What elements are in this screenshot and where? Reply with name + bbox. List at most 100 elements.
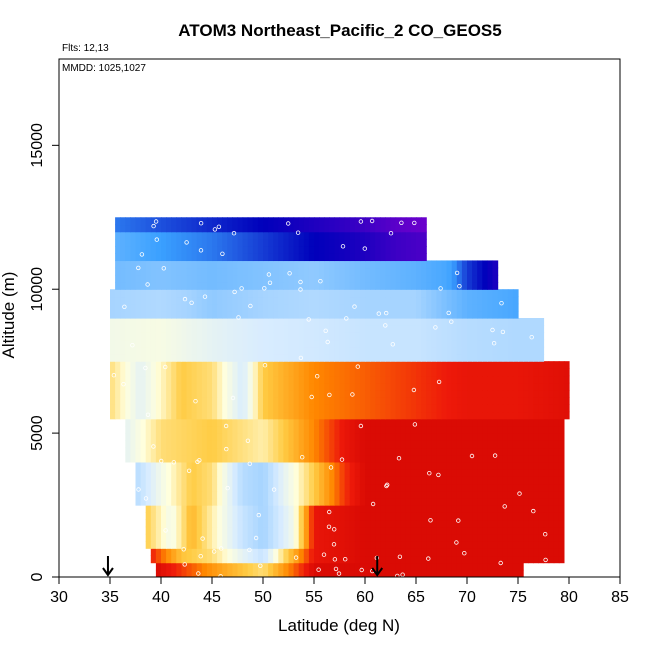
- heatmap-cell: [252, 526, 259, 535]
- heatmap-cell: [487, 274, 494, 283]
- heatmap-cell: [538, 519, 545, 528]
- heatmap-cell: [395, 548, 402, 557]
- heatmap-cell: [400, 548, 407, 557]
- sample-point: [154, 237, 159, 242]
- heatmap-cell: [344, 353, 351, 362]
- heatmap-cell: [288, 454, 295, 463]
- heatmap-cell: [553, 519, 560, 528]
- heatmap-cell: [257, 375, 264, 384]
- heatmap-cell: [227, 289, 233, 298]
- heatmap-cell: [426, 425, 432, 434]
- heatmap-cell: [237, 246, 244, 254]
- heatmap-cell: [303, 368, 310, 377]
- heatmap-cell: [130, 411, 137, 420]
- x-axis-label: Latitude (deg N): [278, 616, 400, 635]
- heatmap-cell: [461, 440, 468, 449]
- heatmap-cell: [390, 310, 397, 319]
- heatmap-cell: [416, 361, 422, 369]
- heatmap-cell: [206, 267, 213, 276]
- heatmap-cell: [268, 238, 274, 247]
- heatmap-cell: [436, 353, 443, 362]
- heatmap-cell: [400, 289, 407, 298]
- heatmap-cell: [273, 447, 279, 456]
- heatmap-cell: [349, 548, 356, 557]
- sample-point: [245, 438, 251, 443]
- heatmap-cell: [145, 224, 152, 233]
- heatmap-cell: [553, 505, 560, 513]
- heatmap-cell: [298, 433, 305, 441]
- heatmap-cell: [217, 375, 223, 384]
- heatmap-cell: [242, 389, 249, 398]
- heatmap-cell: [354, 267, 361, 276]
- heatmap-cell: [543, 389, 550, 398]
- heatmap-cell: [186, 519, 193, 528]
- heatmap-cell: [293, 296, 300, 305]
- heatmap-cell: [512, 332, 519, 341]
- heatmap-cell: [365, 541, 371, 549]
- heatmap-cell: [523, 325, 529, 333]
- heatmap-cell: [512, 519, 519, 528]
- heatmap-cell: [308, 246, 315, 254]
- heatmap-cell: [308, 318, 315, 326]
- heatmap-cell: [191, 526, 198, 535]
- heatmap-cell: [201, 533, 208, 542]
- heatmap-cell: [257, 512, 264, 521]
- heatmap-cell: [426, 296, 432, 305]
- heatmap-cell: [528, 389, 534, 398]
- heatmap-cell: [283, 282, 290, 290]
- x-tick-label: 85: [611, 589, 629, 606]
- heatmap-cell: [405, 296, 412, 305]
- heatmap-cell: [263, 224, 269, 233]
- heatmap-cell: [385, 217, 392, 226]
- heatmap-cell: [416, 505, 422, 513]
- heatmap-cell: [115, 404, 121, 413]
- sample-point: [247, 547, 252, 553]
- heatmap-cell: [329, 526, 335, 535]
- heatmap-cell: [329, 346, 335, 355]
- heatmap-cell: [400, 382, 407, 391]
- heatmap-cell: [278, 447, 284, 456]
- heatmap-cell: [242, 569, 249, 577]
- heatmap-cell: [293, 389, 300, 398]
- heatmap-cell: [206, 217, 213, 226]
- heatmap-cell: [196, 375, 203, 384]
- heatmap-cell: [528, 440, 534, 449]
- heatmap-cell: [201, 238, 208, 247]
- heatmap-cell: [212, 303, 218, 312]
- heatmap-cell: [237, 397, 244, 405]
- heatmap-cell: [242, 440, 249, 449]
- heatmap-cell: [191, 512, 198, 521]
- heatmap-cell: [201, 303, 208, 312]
- heatmap-cell: [482, 375, 488, 384]
- heatmap-cell: [375, 505, 381, 513]
- heatmap-cell: [125, 282, 131, 290]
- heatmap-cell: [354, 217, 361, 226]
- heatmap-cell: [263, 519, 269, 528]
- heatmap-cell: [140, 296, 147, 305]
- heatmap-cell: [339, 246, 346, 254]
- heatmap-cell: [237, 231, 244, 240]
- heatmap-cell: [161, 476, 167, 485]
- heatmap-cell: [380, 526, 386, 535]
- heatmap-cell: [467, 541, 473, 549]
- heatmap-cell: [155, 440, 162, 449]
- heatmap-cell: [247, 505, 254, 513]
- heatmap-cell: [492, 289, 499, 298]
- heatmap-cell: [161, 253, 167, 262]
- heatmap-cell: [334, 325, 341, 333]
- heatmap-cell: [319, 454, 325, 463]
- heatmap-cell: [446, 490, 453, 499]
- heatmap-cell: [115, 260, 121, 269]
- heatmap-cell: [477, 411, 483, 420]
- heatmap-cell: [145, 440, 152, 449]
- heatmap-cell: [206, 325, 213, 333]
- heatmap-cell: [247, 533, 254, 542]
- heatmap-cell: [227, 397, 233, 405]
- heatmap-cell: [482, 296, 488, 305]
- heatmap-cell: [375, 519, 381, 528]
- heatmap-cell: [140, 418, 147, 427]
- heatmap-cell: [446, 375, 453, 384]
- heatmap-cell: [283, 541, 290, 549]
- heatmap-cell: [563, 397, 570, 405]
- heatmap-cell: [283, 238, 290, 247]
